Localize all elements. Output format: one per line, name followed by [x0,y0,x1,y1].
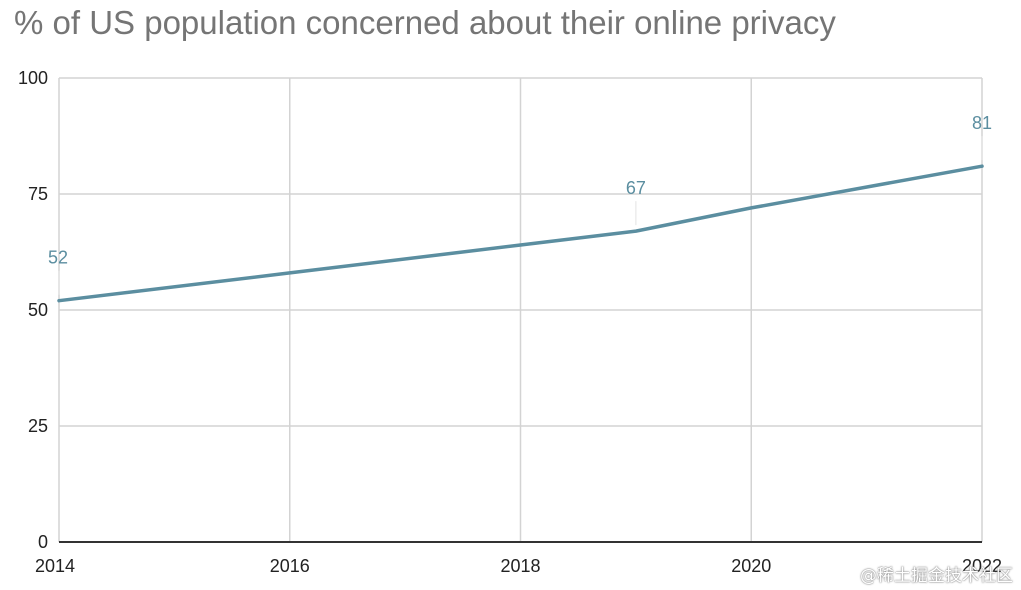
x-tick-label-2014: 2014 [35,556,75,576]
y-tick-label-50: 50 [28,300,48,320]
y-tick-label-25: 25 [28,416,48,436]
axes: 0 25 50 75 100 2014 2016 2018 2020 2022 [18,68,1002,576]
x-tick-label-2022: 2022 [962,556,1002,576]
data-label-52: 52 [48,248,68,268]
x-tick-label-2020: 2020 [731,556,771,576]
grid-lines [58,77,983,543]
y-tick-label-0: 0 [38,532,48,552]
series-layer [57,164,984,303]
x-tick-label-2018: 2018 [500,556,540,576]
y-tick-label-75: 75 [28,184,48,204]
data-labels: 52 67 81 [48,113,992,295]
chart-title: % of US population concerned about their… [14,4,836,41]
y-tick-label-100: 100 [18,68,48,88]
data-label-67: 67 [626,178,646,198]
data-label-81: 81 [972,113,992,133]
x-tick-label-2016: 2016 [270,556,310,576]
watermark-text: @稀土掘金技术社区 [860,566,1013,586]
series-line-0 [57,164,984,303]
